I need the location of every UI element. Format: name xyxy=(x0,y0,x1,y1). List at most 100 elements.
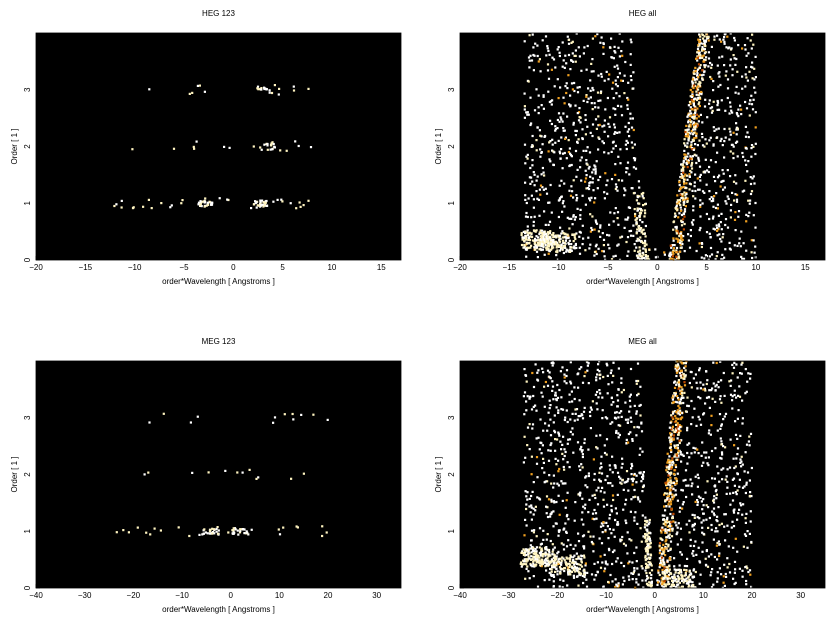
dense-arm-pixel xyxy=(675,454,678,457)
dense-arm-pixel xyxy=(689,109,692,112)
line-cluster-pixel xyxy=(243,532,246,535)
dense-arm-pixel xyxy=(684,153,687,156)
event-pixel xyxy=(744,368,747,371)
dense-arm-pixel xyxy=(676,366,679,369)
dense-arm-pixel xyxy=(670,428,673,431)
event-pixel xyxy=(683,157,686,160)
line-cluster-pixel xyxy=(268,89,271,92)
dense-arm-pixel xyxy=(672,412,675,415)
event-pixel xyxy=(525,409,528,412)
dense-arm-pixel xyxy=(647,544,650,547)
event-pixel xyxy=(731,395,734,398)
event-pixel xyxy=(620,114,624,117)
event-pixel xyxy=(712,538,715,541)
event-pixel xyxy=(601,417,604,420)
event-pixel xyxy=(606,392,609,395)
event-pixel xyxy=(702,519,705,522)
event-pixel xyxy=(607,383,610,386)
event-pixel xyxy=(744,159,747,162)
event-pixel xyxy=(744,100,747,104)
blob-pixel xyxy=(547,249,550,252)
blob-pixel xyxy=(685,582,688,585)
event-pixel xyxy=(572,196,575,199)
event-pixel xyxy=(730,143,733,146)
event-pixel xyxy=(631,464,634,468)
y-tick-label: 3 xyxy=(447,415,456,420)
event-pixel xyxy=(561,443,564,446)
event-pixel xyxy=(536,175,539,178)
event-pixel xyxy=(745,249,748,252)
dense-arm-pixel xyxy=(649,583,652,586)
event-pixel xyxy=(531,371,534,375)
dense-arm-pixel xyxy=(675,201,679,204)
dense-arm-pixel xyxy=(665,469,668,472)
dense-arm-pixel xyxy=(647,556,650,559)
event-pixel xyxy=(752,145,755,148)
dense-arm-pixel xyxy=(675,232,678,235)
event-pixel xyxy=(677,454,680,457)
dense-arm-pixel xyxy=(669,547,672,550)
event-pixel xyxy=(594,197,597,200)
event-pixel xyxy=(613,50,616,53)
order-band-pixel xyxy=(278,87,281,90)
event-pixel xyxy=(595,243,598,246)
event-pixel xyxy=(608,517,611,520)
event-pixel xyxy=(602,244,605,247)
event-pixel xyxy=(530,455,533,458)
blob-pixel xyxy=(674,579,677,582)
order-band-pixel xyxy=(148,88,151,91)
event-pixel xyxy=(576,168,579,171)
blob-pixel xyxy=(665,569,668,572)
event-pixel xyxy=(597,247,600,250)
blob-pixel xyxy=(525,231,528,234)
event-pixel xyxy=(610,403,613,406)
dense-arm-pixel xyxy=(673,394,677,397)
event-pixel xyxy=(680,488,683,492)
event-pixel xyxy=(692,554,695,557)
event-pixel xyxy=(638,453,641,456)
dense-arm-pixel xyxy=(683,182,686,185)
event-pixel xyxy=(532,220,535,223)
event-pixel xyxy=(744,491,747,495)
order-band-pixel xyxy=(227,198,230,202)
event-pixel xyxy=(592,550,595,553)
order-band-pixel xyxy=(177,526,180,529)
dense-arm-pixel xyxy=(697,38,700,41)
event-pixel xyxy=(536,256,539,259)
dense-arm-pixel xyxy=(638,202,641,205)
blob-pixel xyxy=(562,241,565,245)
event-pixel xyxy=(589,427,592,430)
line-cluster-pixel xyxy=(259,201,262,204)
blob-pixel xyxy=(583,573,586,576)
event-pixel xyxy=(581,224,584,227)
event-pixel xyxy=(616,244,619,247)
event-pixel xyxy=(695,134,698,137)
dense-arm-pixel xyxy=(681,194,684,197)
event-pixel xyxy=(585,475,588,478)
event-pixel xyxy=(560,408,563,411)
dense-arm-pixel xyxy=(671,515,674,518)
event-pixel xyxy=(584,562,587,565)
event-pixel xyxy=(609,371,612,375)
event-pixel xyxy=(740,230,743,233)
y-tick-label: 3 xyxy=(23,415,32,420)
event-pixel xyxy=(750,147,753,150)
event-pixel xyxy=(599,91,602,95)
event-pixel xyxy=(709,75,712,79)
event-pixel xyxy=(539,148,542,151)
dense-arm-pixel xyxy=(642,197,645,200)
blob-pixel xyxy=(532,229,536,232)
event-pixel xyxy=(620,410,623,413)
event-pixel xyxy=(555,254,558,257)
event-pixel xyxy=(692,209,695,212)
event-pixel xyxy=(571,223,574,226)
event-pixel xyxy=(553,482,556,485)
event-pixel xyxy=(638,500,642,503)
dense-arm-pixel xyxy=(701,37,705,40)
event-pixel xyxy=(610,37,613,40)
event-pixel xyxy=(694,373,697,376)
event-pixel xyxy=(724,248,727,251)
event-pixel xyxy=(686,396,689,399)
blob-pixel xyxy=(677,583,680,586)
event-pixel xyxy=(536,197,539,200)
